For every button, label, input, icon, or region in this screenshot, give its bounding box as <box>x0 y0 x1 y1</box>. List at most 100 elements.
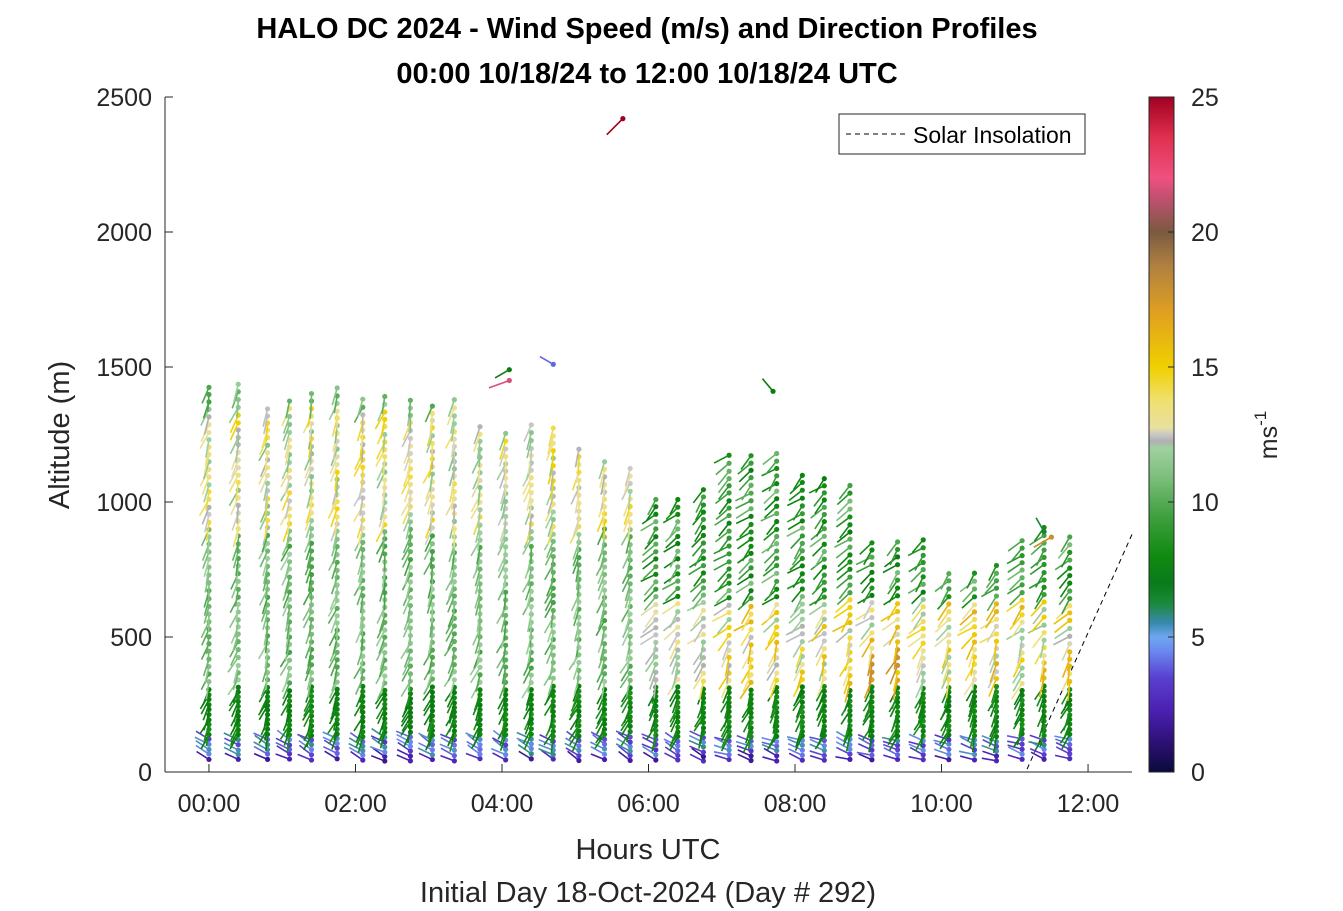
wind-barb <box>839 522 853 539</box>
wind-barb <box>474 566 483 587</box>
wind-barb <box>228 465 241 485</box>
wind-barb <box>713 551 732 562</box>
wind-barb <box>235 601 241 623</box>
wind-barb <box>741 482 754 501</box>
wind-barb <box>284 474 293 496</box>
wind-barb <box>916 648 926 669</box>
wind-barb <box>544 509 556 529</box>
wind-barb <box>713 744 732 753</box>
wind-barb <box>280 543 293 562</box>
wind-barb <box>933 748 952 758</box>
wind-barb <box>544 546 556 566</box>
wind-barb <box>440 754 457 764</box>
wind-barb <box>503 544 509 565</box>
wind-barb <box>286 604 293 625</box>
wind-barb <box>308 474 315 495</box>
wind-barb <box>490 747 509 758</box>
wind-barb <box>792 472 805 490</box>
wind-barb <box>503 589 509 610</box>
wind-barb <box>1032 606 1047 625</box>
wind-barb <box>350 750 366 763</box>
wind-barb <box>693 623 707 643</box>
wind-barb <box>447 397 457 418</box>
wind-barb <box>1031 614 1047 633</box>
wind-barb <box>360 546 366 568</box>
wind-barb <box>737 753 754 764</box>
wind-barb <box>907 545 926 557</box>
wind-barb <box>1012 672 1025 692</box>
wind-barb <box>836 529 853 544</box>
wind-barb <box>1061 731 1073 750</box>
wind-barb <box>372 747 388 760</box>
wind-barb <box>280 551 293 571</box>
wind-barb <box>331 385 340 406</box>
wind-barb <box>810 556 827 571</box>
wind-barb <box>762 562 780 577</box>
wind-barb <box>503 513 509 535</box>
wind-barb <box>835 746 853 757</box>
wind-barb <box>205 679 212 700</box>
wind-barb <box>652 639 659 661</box>
wind-barb <box>624 581 633 602</box>
wind-barb <box>355 539 366 560</box>
wind-barb <box>1064 707 1073 727</box>
wind-barb <box>1006 582 1025 595</box>
wind-barb <box>223 746 241 758</box>
wind-barb <box>565 747 582 759</box>
wind-barb <box>1034 591 1047 610</box>
wind-barb <box>959 755 978 763</box>
wind-barb <box>793 593 805 613</box>
wind-barb <box>739 521 754 538</box>
wind-barb <box>843 672 853 695</box>
wind-barb <box>910 567 926 583</box>
wind-barb <box>426 669 435 690</box>
wind-barb <box>286 513 293 535</box>
wind-barb <box>619 670 633 689</box>
wind-barb <box>204 511 212 533</box>
wind-barb <box>665 533 681 549</box>
wind-barb <box>980 585 1000 598</box>
wind-barb <box>447 579 457 600</box>
wind-barb <box>787 748 805 758</box>
colorbar-label: ms-1 <box>1251 411 1283 459</box>
wind-barb <box>407 625 414 646</box>
wind-barb <box>768 473 780 492</box>
wind-barb <box>648 661 659 682</box>
wind-barb <box>1007 754 1025 762</box>
wind-barb <box>567 750 582 764</box>
wind-barb <box>959 609 978 626</box>
wind-barb <box>736 745 754 754</box>
wind-barb <box>766 533 780 552</box>
wind-barb <box>692 670 707 690</box>
wind-barb <box>966 570 978 589</box>
wind-barb <box>205 437 212 458</box>
y-axis-label: Altitude (m) <box>44 361 76 509</box>
wind-barb <box>503 453 509 476</box>
x-axis-sublabel: Initial Day 18-Oct-2024 (Day # 292) <box>420 877 876 909</box>
wind-barb <box>764 555 780 572</box>
wind-barb <box>787 738 805 748</box>
wind-barb <box>523 422 534 443</box>
wind-barb <box>405 458 414 480</box>
wind-barb <box>669 647 681 667</box>
wind-barb <box>522 536 534 555</box>
wind-barb <box>333 664 340 685</box>
wind-barb <box>763 526 780 541</box>
wind-barb <box>1066 649 1073 672</box>
y-tick-label: 2500 <box>96 84 152 112</box>
wind-barb <box>357 396 366 417</box>
wind-barb <box>688 739 707 750</box>
wind-barb <box>858 753 875 763</box>
wind-barb <box>621 626 633 647</box>
wind-barb <box>642 745 659 758</box>
wind-barb <box>889 662 901 685</box>
wind-barb <box>717 468 732 486</box>
wind-barb <box>1018 635 1025 657</box>
wind-barb <box>809 754 827 763</box>
wind-barb <box>322 745 340 756</box>
wind-barb <box>381 393 388 415</box>
wind-barb <box>920 670 926 692</box>
wind-barb <box>276 745 293 757</box>
wind-barb <box>621 573 633 593</box>
